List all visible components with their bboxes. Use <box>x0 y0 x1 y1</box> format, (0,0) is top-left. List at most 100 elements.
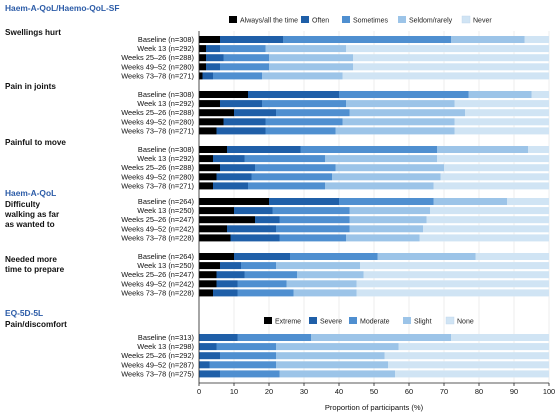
bar-segment <box>199 164 220 172</box>
bar-segment <box>353 63 549 71</box>
bar-segment <box>199 216 255 224</box>
bar-segment <box>325 182 434 190</box>
row-label: Weeks 73–78 (n=275) <box>121 369 194 378</box>
bar-segment <box>262 72 343 80</box>
bar-segment <box>356 280 549 288</box>
bar-segment <box>346 100 455 108</box>
row-label: Weeks 25–26 (n=247) <box>121 215 194 224</box>
row-label: Baseline (n=308) <box>138 90 194 99</box>
bar-segment <box>311 334 451 341</box>
bar-segment <box>363 271 549 279</box>
x-tick-label: 70 <box>440 387 448 396</box>
bar-segment <box>220 352 276 360</box>
group-label: Difficulty walking as far as wanted to <box>4 200 60 229</box>
row-label: Baseline (n=313) <box>138 333 194 342</box>
bar-segment <box>199 91 248 98</box>
row-label: Weeks 25–26 (n=292) <box>121 351 194 360</box>
bar-segment <box>248 182 325 190</box>
legend-label: Moderate <box>360 319 390 326</box>
legend-label: Often <box>312 18 329 25</box>
bar-segment <box>199 262 220 270</box>
bar-segment <box>248 91 339 98</box>
x-axis-title: Proportion of participants (%) <box>325 403 424 412</box>
bar-segment <box>395 370 549 378</box>
row-label: Weeks 49–52 (n=280) <box>121 62 194 71</box>
bar-segment <box>237 334 311 341</box>
bar-segment <box>255 216 280 224</box>
bar-segment <box>353 54 549 62</box>
legend-swatch <box>461 15 471 24</box>
bar-segment <box>199 72 203 80</box>
x-tick-label: 60 <box>405 387 413 396</box>
bar-segment <box>339 198 434 205</box>
x-tick-label: 40 <box>335 387 343 396</box>
bar-segment <box>283 36 451 43</box>
bar-segment <box>426 216 549 224</box>
bar-segment <box>276 343 399 351</box>
group-label: Pain/discomfort <box>5 320 67 329</box>
legend-swatch <box>229 16 237 23</box>
bar-segment <box>244 155 325 163</box>
bar-segment <box>276 262 360 270</box>
bar-segment <box>213 72 262 80</box>
bar-segment <box>209 361 276 369</box>
row-label: Baseline (n=308) <box>138 145 194 154</box>
bar-segment <box>237 280 287 288</box>
x-tick-label: 0 <box>197 387 201 396</box>
bar-segment <box>437 146 528 153</box>
bar-segment <box>213 155 245 163</box>
bar-segment <box>199 334 238 341</box>
bar-segment <box>227 146 301 153</box>
bar-segment <box>237 289 294 297</box>
bar-segment <box>388 361 549 369</box>
bar-segment <box>234 109 276 117</box>
bar-segment <box>276 225 350 233</box>
bar-segment <box>234 253 290 260</box>
bar-segment <box>199 370 220 378</box>
bar-segment <box>213 289 238 297</box>
bar-segment <box>199 253 234 260</box>
bar-segment <box>332 173 441 181</box>
bar-segment <box>325 155 437 163</box>
bar-segment <box>216 280 238 288</box>
bar-segment <box>269 198 339 205</box>
chart-title: EQ-5D-5L <box>5 308 43 318</box>
bar-segment <box>269 54 353 62</box>
bar-segment <box>199 343 217 351</box>
bar-segment <box>265 118 343 126</box>
bar-segment <box>206 63 220 71</box>
bar-segment <box>223 54 269 62</box>
legend-swatch <box>349 317 357 324</box>
bar-segment <box>199 146 227 153</box>
group-label: Painful to move <box>5 138 66 147</box>
bar-segment <box>265 127 336 135</box>
section-label: Haem-A-QoL <box>5 188 56 198</box>
bar-segment <box>199 207 234 215</box>
bar-segment <box>300 146 437 153</box>
group-label: Swellings hurt <box>5 28 61 37</box>
bar-segment <box>454 100 549 108</box>
bar-segment <box>220 262 241 270</box>
bar-segment <box>199 280 217 288</box>
bar-segment <box>356 289 549 297</box>
legend-swatch <box>301 16 309 23</box>
bar-segment <box>216 271 245 279</box>
bar-segment <box>199 54 206 62</box>
bar-segment <box>220 370 280 378</box>
bar-segment <box>335 164 444 172</box>
row-label: Weeks 73–78 (n=271) <box>121 71 194 80</box>
legend-label: None <box>457 319 474 326</box>
bar-segment <box>377 253 476 260</box>
row-label: Week 13 (n=292) <box>137 44 194 53</box>
bar-segment <box>279 216 350 224</box>
group-label: Pain in joints <box>5 82 56 91</box>
x-tick-label: 20 <box>265 387 273 396</box>
bar-segment <box>199 225 227 233</box>
bar-segment <box>342 72 549 80</box>
bar-segment <box>199 271 217 279</box>
x-tick-label: 90 <box>510 387 518 396</box>
bar-segment <box>216 127 266 135</box>
bar-segment <box>465 109 549 117</box>
x-tick-label: 10 <box>230 387 238 396</box>
